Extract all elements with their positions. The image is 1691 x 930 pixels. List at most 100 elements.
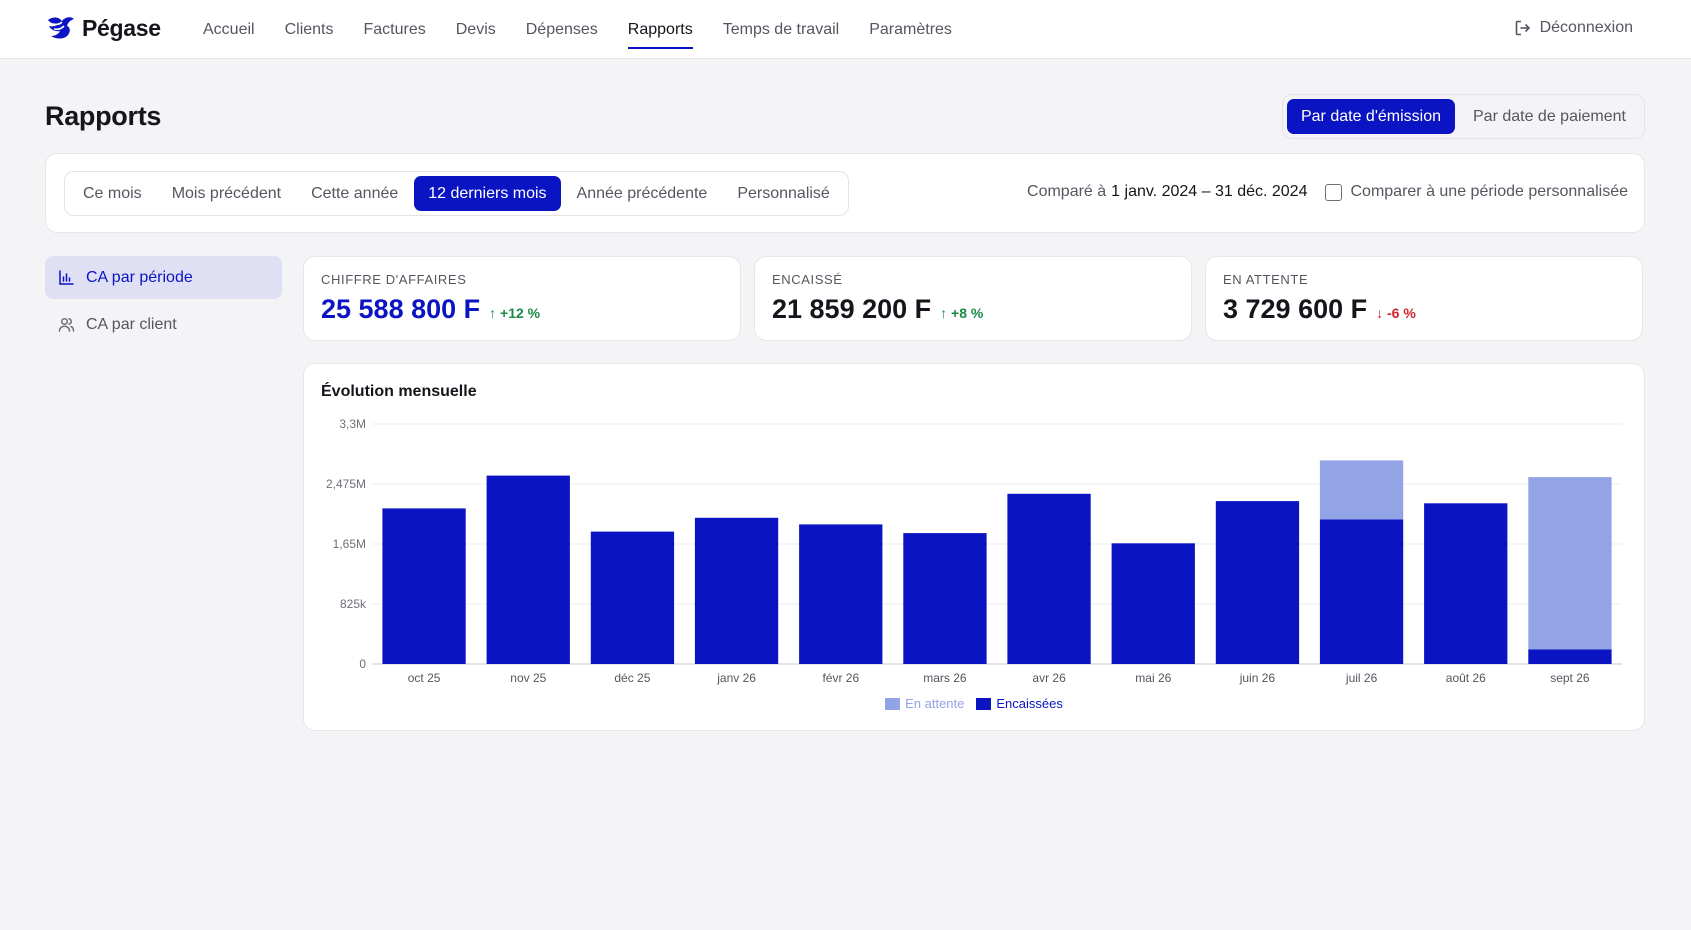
sidebar-item-ca-par-periode[interactable]: CA par période [45, 256, 282, 299]
x-tick-label: avr 26 [1032, 671, 1066, 685]
kpi-label: EN ATTENTE [1223, 272, 1309, 287]
logout-label: Déconnexion [1539, 19, 1633, 36]
custom-compare-checkbox[interactable] [1325, 183, 1343, 201]
x-tick-label: mai 26 [1135, 671, 1171, 685]
monthly-bar-chart: 0 825k 1,65M 2,475M 3,3M oct 25 nov 25 déc 25 ja… [326, 417, 1622, 685]
nav-accueil[interactable]: Accueil [203, 21, 255, 38]
legend-label: Encaissées [996, 696, 1063, 711]
kpi-encaisse: ENCAISSÉ 21 859 200 F ↑ +8 % [754, 256, 1192, 341]
kpi-value: 25 588 800 F [321, 294, 481, 324]
kpi-delta: ↓ -6 % [1376, 305, 1416, 321]
kpi-label: ENCAISSÉ [772, 272, 843, 287]
bar-encaissees[interactable] [486, 475, 570, 664]
x-tick-label: déc 25 [614, 671, 650, 685]
logout-icon [1515, 20, 1530, 36]
legend-item[interactable]: Encaissées [976, 696, 1063, 711]
bar-encaissees[interactable] [903, 533, 987, 664]
x-tick-label: févr 26 [822, 671, 859, 685]
kpi-delta: ↑ +12 % [489, 305, 540, 321]
x-tick-label: mars 26 [923, 671, 967, 685]
by-issue-date-button[interactable]: Par date d'émission [1286, 99, 1455, 134]
period-last-12-months[interactable]: 12 derniers mois [414, 176, 561, 211]
period-previous-month[interactable]: Mois précédent [171, 184, 282, 202]
x-tick-label: sept 26 [1550, 671, 1590, 685]
users-icon [58, 317, 75, 332]
bar-encaissees[interactable] [1007, 493, 1091, 664]
bar-en-attente[interactable] [1319, 460, 1404, 520]
sidebar-item-label: CA par client [86, 315, 177, 333]
kpi-value-row: 21 859 200 F ↑ +8 % [772, 294, 983, 325]
kpi-chiffre-affaires: CHIFFRE D'AFFAIRES 25 588 800 F ↑ +12 % [303, 256, 741, 341]
kpi-value: 3 729 600 F [1223, 294, 1368, 324]
main-nav: Accueil Clients Factures Devis Dépenses Rappo… [203, 0, 952, 59]
nav-depenses[interactable]: Dépenses [525, 21, 598, 38]
period-tabs: Ce mois Mois précédent Cette année 12 derni… [64, 171, 849, 216]
bar-encaissees[interactable] [1528, 649, 1612, 665]
bar-chart-icon [59, 270, 74, 285]
bar-encaissees[interactable] [694, 517, 779, 664]
compare-range: 1 janv. 2024 – 31 déc. 2024 [1111, 183, 1308, 200]
arrow-up-icon: ↑ [489, 305, 501, 321]
nav-factures[interactable]: Factures [363, 21, 426, 38]
period-custom[interactable]: Personnalisé [737, 184, 830, 202]
compare-prefix: Comparé à [1027, 183, 1107, 200]
period-filter-card: Ce mois Mois précédent Cette année 12 derni… [45, 153, 1645, 233]
kpi-delta-value: -6 % [1387, 305, 1416, 321]
bar-encaissees[interactable] [1424, 503, 1508, 664]
bar-encaissees[interactable] [799, 524, 883, 664]
by-payment-date-button[interactable]: Par date de paiement [1473, 107, 1626, 125]
kpi-value-row: 3 729 600 F ↓ -6 % [1223, 294, 1416, 325]
kpi-delta-value: +8 % [951, 305, 984, 321]
kpi-value-row: 25 588 800 F ↑ +12 % [321, 294, 540, 325]
kpi-label: CHIFFRE D'AFFAIRES [321, 272, 467, 287]
legend-swatch [885, 697, 901, 710]
pegasus-logo-icon [48, 17, 74, 39]
chart-title: Évolution mensuelle [321, 383, 477, 400]
x-tick-label: nov 25 [510, 671, 546, 685]
legend-label: En attente [905, 696, 965, 711]
kpi-value: 21 859 200 F [772, 294, 932, 324]
nav-parametres[interactable]: Paramètres [869, 21, 952, 38]
bar-en-attente[interactable] [1528, 477, 1612, 650]
chart-card: Évolution mensuelle 0 825k 1,65M 2,475M 3,3M… [303, 363, 1645, 731]
period-previous-year[interactable]: Année précédente [576, 184, 708, 202]
nav-devis[interactable]: Devis [455, 21, 496, 38]
brand-logo[interactable]: Pégase [45, 14, 161, 42]
x-tick-label: juil 26 [1345, 671, 1378, 685]
x-tick-label: janv 26 [716, 671, 756, 685]
legend-swatch [976, 697, 992, 710]
bar-encaissees[interactable] [1319, 519, 1404, 664]
bar-encaissees[interactable] [1111, 543, 1195, 664]
kpi-en-attente: EN ATTENTE 3 729 600 F ↓ -6 % [1205, 256, 1643, 341]
nav-clients[interactable]: Clients [284, 21, 334, 38]
period-this-year[interactable]: Cette année [311, 184, 399, 202]
sidebar-item-label: CA par période [86, 268, 193, 286]
arrow-down-icon: ↓ [1376, 305, 1388, 321]
nav-temps-de-travail[interactable]: Temps de travail [722, 21, 840, 38]
y-tick-label: 2,475M [326, 477, 366, 491]
y-tick-label: 825k [340, 597, 367, 611]
bar-encaissees[interactable] [590, 531, 675, 664]
y-tick-label: 3,3M [339, 417, 366, 431]
x-tick-label: août 26 [1446, 671, 1486, 685]
bar-encaissees[interactable] [1215, 501, 1300, 664]
legend-item[interactable]: En attente [885, 696, 964, 711]
comparison-info: Comparé à 1 janv. 2024 – 31 déc. 2024 Co… [1027, 183, 1628, 201]
sidebar-item-ca-par-client[interactable]: CA par client [45, 303, 282, 346]
kpi-delta-value: +12 % [500, 305, 541, 321]
page-title: Rapports [45, 101, 162, 131]
period-this-month[interactable]: Ce mois [83, 184, 142, 202]
y-tick-label: 0 [359, 657, 366, 671]
kpi-delta: ↑ +8 % [940, 305, 983, 321]
top-navbar: Pégase Accueil Clients Factures Devis Dépens… [0, 0, 1691, 59]
nav-rapports[interactable]: Rapports [627, 0, 693, 59]
date-mode-toggle: Par date d'émission Par date de paiement [1281, 94, 1645, 139]
custom-compare-label[interactable]: Comparer à une période personnalisée [1350, 183, 1628, 200]
logout-button[interactable]: Déconnexion [1514, 19, 1633, 37]
y-tick-label: 1,65M [333, 537, 366, 551]
x-tick-label: oct 25 [408, 671, 441, 685]
x-tick-label: juin 26 [1239, 671, 1276, 685]
brand-name: Pégase [82, 14, 161, 41]
arrow-up-icon: ↑ [940, 305, 952, 321]
bar-encaissees[interactable] [382, 508, 466, 664]
